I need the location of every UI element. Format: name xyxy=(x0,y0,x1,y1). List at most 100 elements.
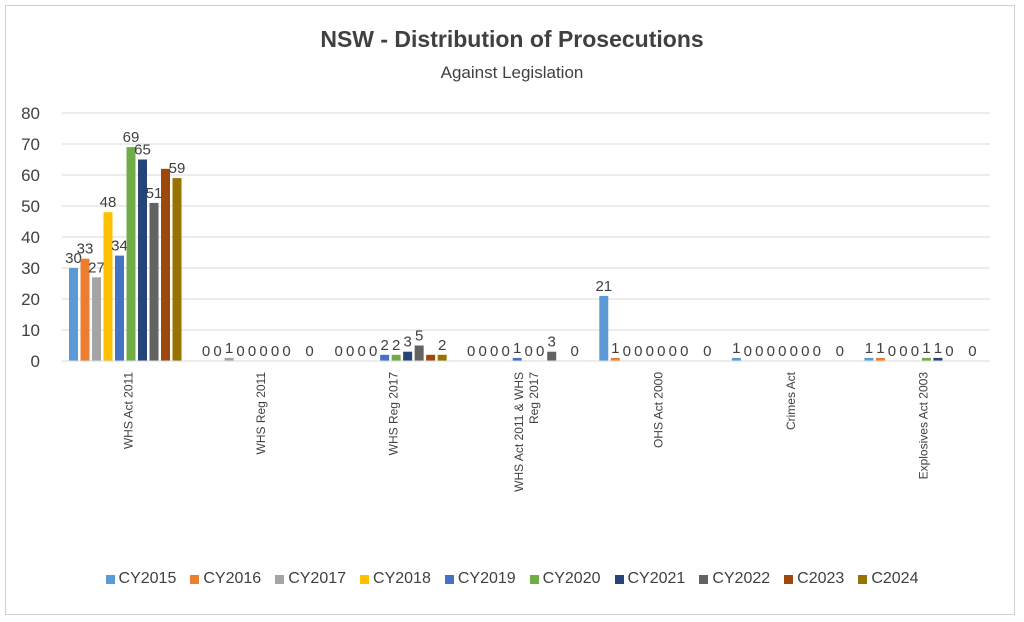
legend-swatch xyxy=(858,574,868,584)
data-label: 0 xyxy=(801,343,809,360)
legend-swatch xyxy=(699,574,709,584)
bar-cy2020 xyxy=(126,147,136,361)
data-label: 0 xyxy=(305,343,313,360)
legend-label: CY2017 xyxy=(288,570,347,587)
data-label: 69 xyxy=(123,129,140,146)
bar-cy2022 xyxy=(414,345,424,361)
x-category-label: OHS Act 2000 xyxy=(652,372,666,448)
x-category-label: WHS Act 2011 xyxy=(121,372,135,449)
data-label: 48 xyxy=(100,194,117,211)
data-label: 0 xyxy=(899,343,907,360)
data-label: 2 xyxy=(380,337,388,354)
legend-label: CY2019 xyxy=(457,570,516,587)
chart-frame xyxy=(5,5,1015,615)
bar-cy2015 xyxy=(69,268,78,361)
data-label: 3 xyxy=(548,334,556,351)
data-label: 0 xyxy=(813,343,821,360)
data-label: 65 xyxy=(134,142,151,159)
data-label: 0 xyxy=(334,343,342,360)
data-label: 5 xyxy=(415,328,423,345)
legend-item: CY2016 xyxy=(190,570,261,588)
bar-cy2017 xyxy=(92,277,101,361)
legend-label: CY2016 xyxy=(203,570,262,587)
data-label: 30 xyxy=(65,250,82,267)
bar-cy2019 xyxy=(115,255,124,361)
legend-label: CY2015 xyxy=(118,570,177,587)
data-label: 0 xyxy=(357,343,365,360)
bar-cy2016 xyxy=(610,357,620,361)
data-label: 1 xyxy=(225,340,233,357)
data-label: 0 xyxy=(669,343,677,360)
data-label: 0 xyxy=(744,343,752,360)
data-label: 0 xyxy=(525,343,533,360)
data-label: 3 xyxy=(403,334,411,351)
data-label: 0 xyxy=(259,343,267,360)
legend-item: CY2020 xyxy=(529,570,601,588)
y-tick-label: 60 xyxy=(21,166,40,185)
legend-label: C2023 xyxy=(797,570,845,587)
legend-label: C2024 xyxy=(871,570,919,587)
data-label: 51 xyxy=(146,185,163,202)
legend: CY2015 CY2016 CY2017 CY2018 CY2019 CY2020 CY20… xyxy=(0,570,1024,588)
legend-item: CY2017 xyxy=(275,570,346,588)
legend-swatch xyxy=(784,574,794,584)
bar-cy2020 xyxy=(391,354,401,361)
data-label: 0 xyxy=(248,343,256,360)
bar-c2023 xyxy=(161,168,170,361)
legend-item: CY2015 xyxy=(105,570,177,588)
bar-c2023 xyxy=(426,354,436,361)
data-label: 0 xyxy=(490,343,498,360)
data-label: 0 xyxy=(888,343,896,360)
legend-label: CY2021 xyxy=(627,570,686,587)
data-label: 0 xyxy=(369,343,377,360)
data-label: 0 xyxy=(657,343,665,360)
data-label: 1 xyxy=(865,340,873,357)
bar-c2024 xyxy=(437,354,447,361)
legend-label: CY2018 xyxy=(373,570,431,587)
bar-cy2022 xyxy=(547,351,557,361)
data-label: 0 xyxy=(571,343,579,360)
data-label: 1 xyxy=(732,340,740,357)
bar-cy2022 xyxy=(149,202,159,361)
data-label: 0 xyxy=(467,343,475,360)
legend-swatch xyxy=(190,574,200,584)
legend-item: CY2021 xyxy=(614,570,686,588)
data-label: 1 xyxy=(611,340,619,357)
y-tick-label: 30 xyxy=(21,259,40,278)
bar-cy2016 xyxy=(875,357,885,361)
bar-cy2018 xyxy=(103,212,113,361)
y-tick-label: 10 xyxy=(21,321,40,340)
y-tick-label: 70 xyxy=(21,135,40,154)
bar-cy2021 xyxy=(403,351,413,361)
data-label: 2 xyxy=(392,337,400,354)
data-label: 0 xyxy=(282,343,290,360)
chart-subtitle: Against Legislation xyxy=(440,63,584,82)
data-label: 1 xyxy=(934,340,942,357)
chart-title: NSW - Distribution of Prosecutions xyxy=(320,26,704,52)
legend-label: CY2020 xyxy=(542,570,601,587)
data-label: 0 xyxy=(945,343,953,360)
data-label: 0 xyxy=(536,343,544,360)
data-label: 0 xyxy=(623,343,631,360)
data-label: 0 xyxy=(346,343,354,360)
data-label: 0 xyxy=(968,343,976,360)
data-label: 0 xyxy=(271,343,279,360)
legend-item: CY2018 xyxy=(360,570,431,588)
data-label: 27 xyxy=(88,259,105,276)
bar-cy2015 xyxy=(599,295,609,361)
bar-cy2015 xyxy=(864,357,874,361)
data-label: 0 xyxy=(836,343,844,360)
data-label: 34 xyxy=(111,238,128,255)
bar-cy2019 xyxy=(380,354,390,361)
legend-swatch xyxy=(529,574,539,584)
data-label: 0 xyxy=(790,343,798,360)
x-category-label: WHS Reg 2011 xyxy=(254,372,268,455)
y-tick-label: 20 xyxy=(21,290,40,309)
x-category-label: Crimes Act xyxy=(784,371,798,430)
x-category-label: WHS Act 2011 & WHSReg 2017 xyxy=(512,372,541,492)
data-label: 0 xyxy=(911,343,919,360)
bar-cy2021 xyxy=(933,357,943,361)
bar-cy2020 xyxy=(921,357,931,361)
legend-swatch xyxy=(614,574,624,584)
data-label: 0 xyxy=(680,343,688,360)
